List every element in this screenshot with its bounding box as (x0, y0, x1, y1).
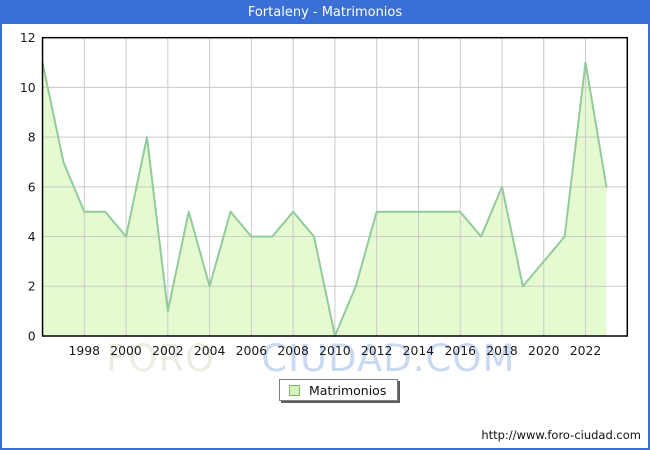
x-tick-label: 1998 (69, 344, 101, 358)
x-tick-label: 2008 (277, 344, 309, 358)
x-tick-label: 2020 (528, 344, 560, 358)
y-tick-label: 12 (20, 31, 36, 45)
x-tick-label: 2004 (194, 344, 226, 358)
legend-label: Matrimonios (309, 382, 387, 398)
y-tick-label: 2 (28, 280, 36, 294)
watermark-ciudad: CIUDAD.COM (261, 337, 516, 380)
x-tick-label: 2014 (403, 344, 435, 358)
y-tick-label: 10 (20, 81, 36, 95)
legend-swatch-icon (289, 384, 300, 396)
x-tick-label: 2022 (570, 344, 602, 358)
title-bar: Fortaleny - Matrimonios (2, 2, 648, 24)
watermark: FORO CIUDAD.COM (106, 340, 515, 377)
plot-border (41, 36, 629, 337)
x-tick-label: 2002 (152, 344, 184, 358)
x-tick-label: 2010 (319, 344, 351, 358)
y-tick-label: 4 (28, 230, 36, 244)
x-tick-label: 2012 (361, 344, 393, 358)
series-line (41, 61, 608, 337)
y-tick-label: 8 (28, 131, 36, 145)
watermark-foro: FORO (106, 337, 216, 380)
legend-box: Matrimonios (279, 379, 399, 401)
footer-url: http://www.foro-ciudad.com (481, 428, 641, 442)
series-area-fill (42, 62, 607, 337)
x-tick-label: 2018 (486, 344, 518, 358)
x-tick-label: 2000 (110, 344, 142, 358)
x-tick-label: 2006 (236, 344, 268, 358)
y-tick-label: 0 (28, 329, 36, 343)
x-tick-label: 2016 (444, 344, 476, 358)
y-tick-label: 6 (28, 180, 36, 194)
chart-title: Fortaleny - Matrimonios (247, 5, 403, 20)
